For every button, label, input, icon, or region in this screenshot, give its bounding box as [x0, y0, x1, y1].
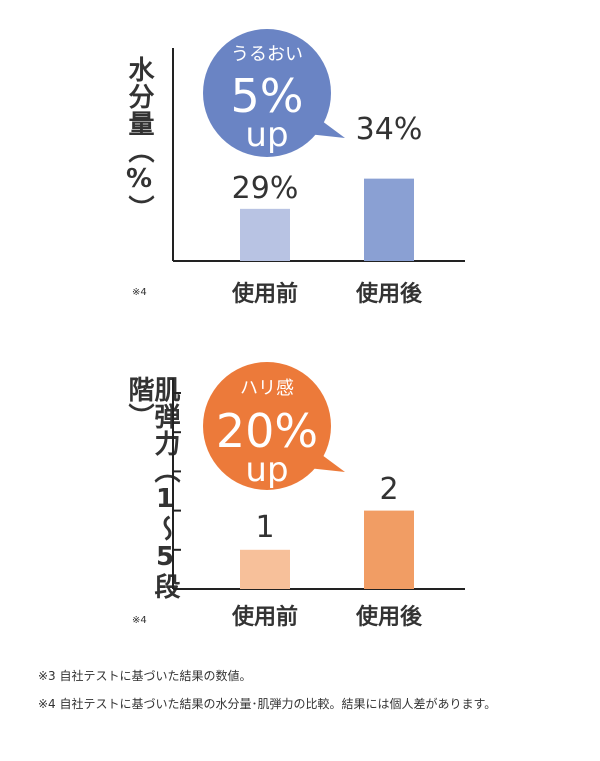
chart2-category-1: 使用後	[355, 605, 422, 630]
chart2-category-0: 使用前	[231, 605, 298, 630]
chart1-category-0: 使用前	[231, 282, 298, 307]
footnote-3: ※3 自社テストに基づいた結果の数値。	[38, 669, 252, 683]
chart1-bar-0	[240, 208, 290, 261]
chart2-bubble	[203, 362, 331, 490]
chart1-value-label-1: 34%	[355, 112, 423, 147]
chart1-bubble-big: 5%	[231, 69, 304, 123]
chart1-bubble-tail	[308, 118, 345, 138]
chart1-bubble-label: うるおい	[231, 44, 303, 65]
chart1-category-1: 使用後	[355, 282, 422, 307]
chart2-bubble-unit: up	[245, 450, 288, 490]
footnote-4: ※4 自社テストに基づいた結果の水分量･肌弾力の比較。結果には個人差があります。	[38, 697, 497, 711]
chart1-bubble	[203, 29, 331, 157]
chart1-note-mark: ※4	[132, 287, 147, 298]
chart2-bubble-tail	[308, 452, 345, 472]
chart2-note-mark: ※4	[132, 615, 147, 626]
chart1-value-label-0: 29%	[231, 171, 299, 206]
chart2-value-label-1: 2	[379, 472, 399, 507]
chart2-bar-0	[240, 549, 290, 589]
chart2-value-label-0: 1	[255, 510, 275, 545]
chart2-bubble-big: 20%	[216, 404, 318, 458]
chart2-bubble-label: ハリ感	[240, 378, 294, 399]
chart1-ylabel: 水分量（%）	[124, 56, 154, 222]
chart2-bar-1	[364, 510, 414, 589]
chart1-bar-1	[364, 178, 414, 261]
chart1-bubble-unit: up	[245, 115, 288, 155]
chart2-ylabel: 肌弾力（1〜5段階）	[124, 376, 180, 600]
